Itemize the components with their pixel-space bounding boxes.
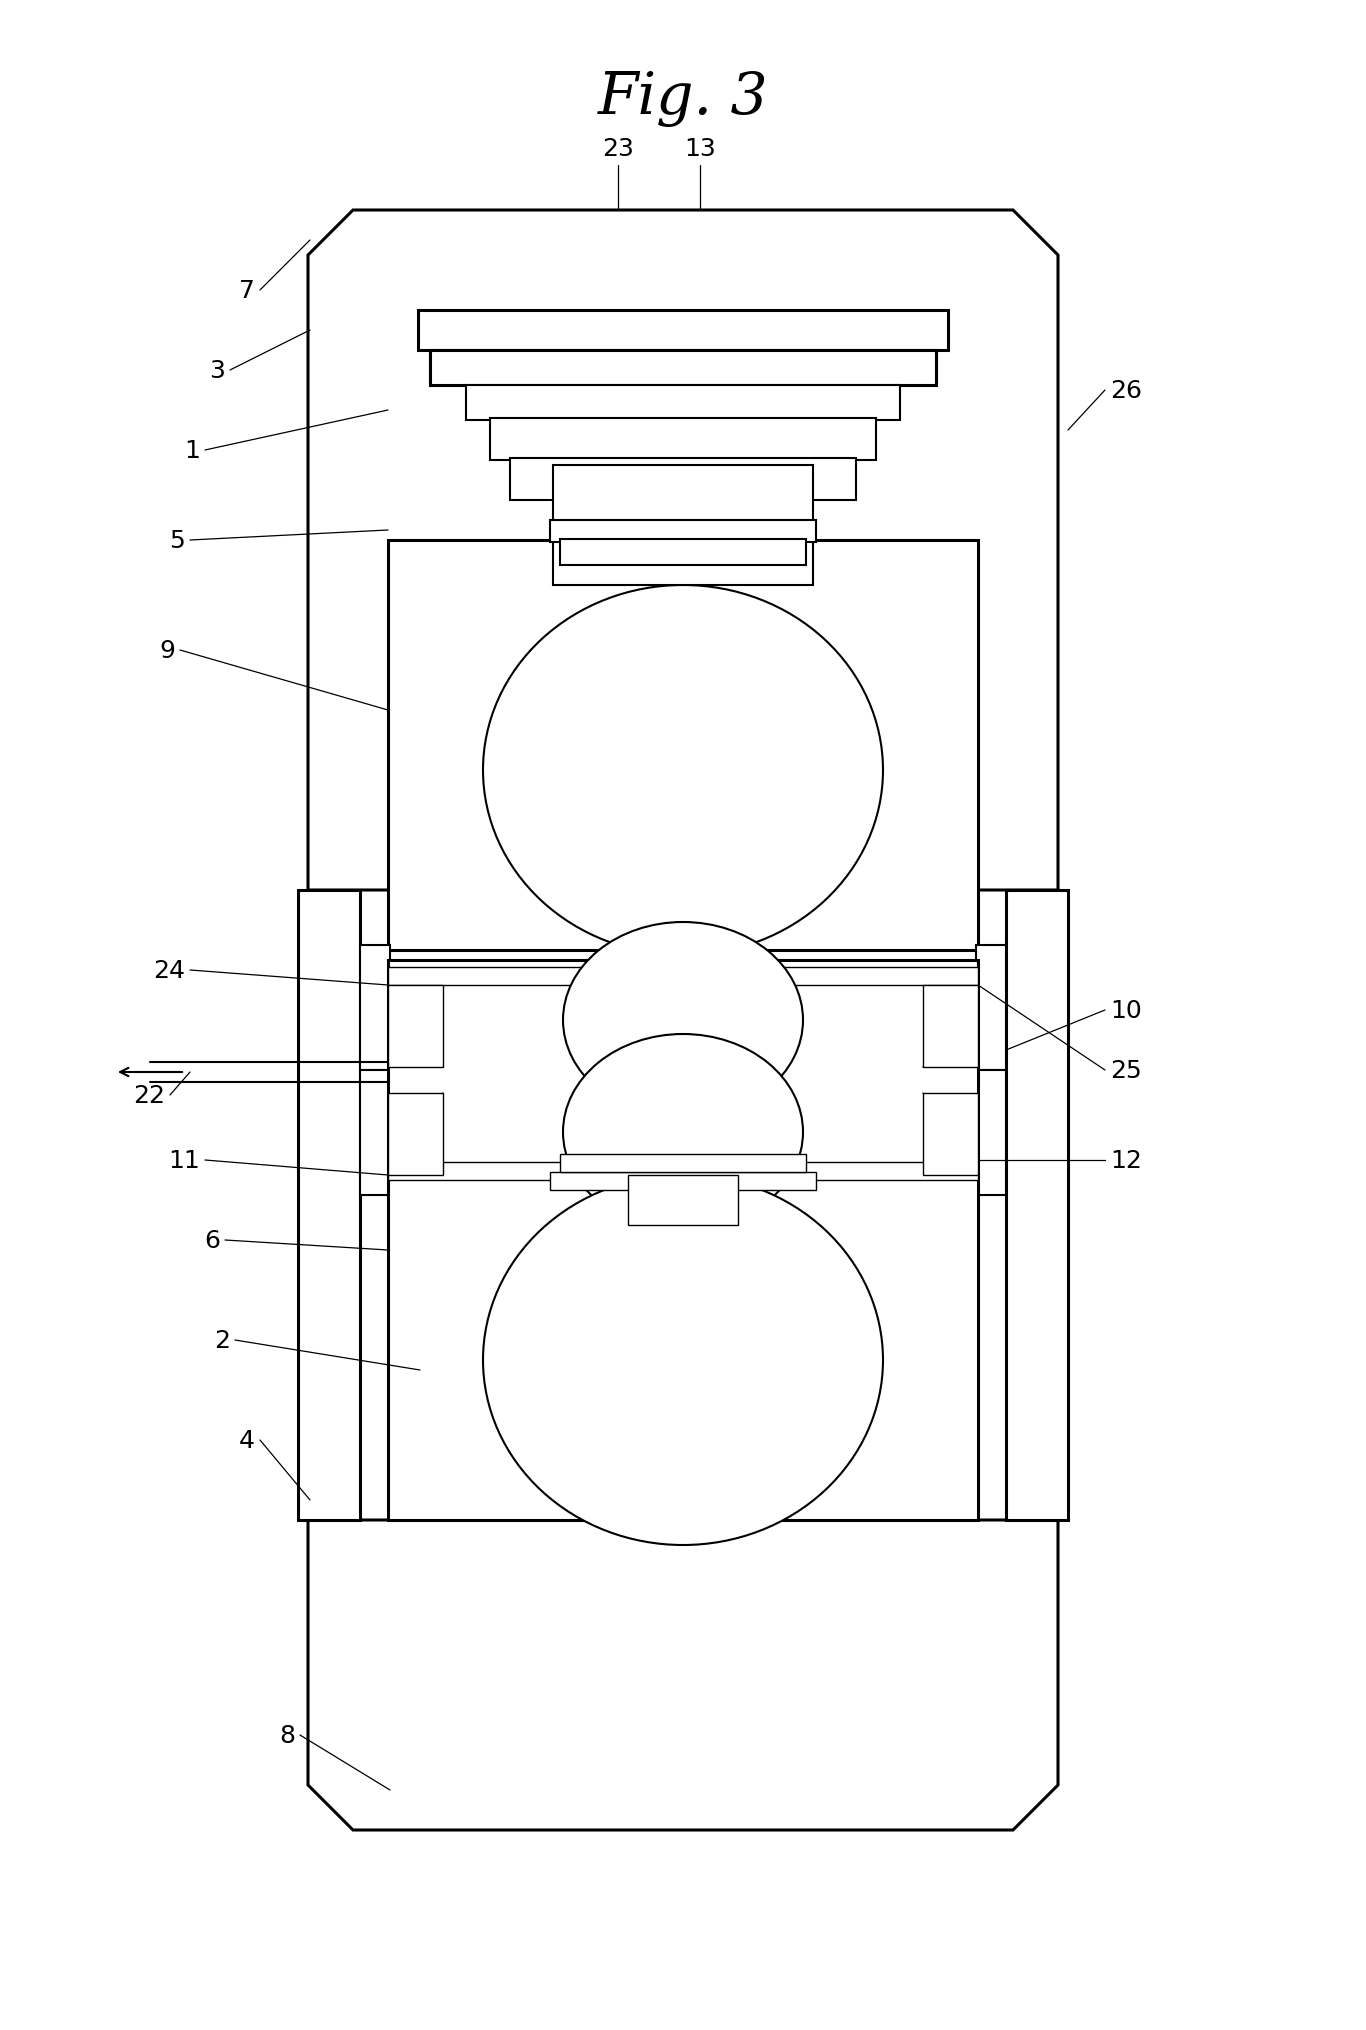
Text: 7: 7: [239, 278, 255, 302]
Text: 23: 23: [602, 136, 634, 160]
Text: 5: 5: [169, 528, 184, 552]
Bar: [553, 465, 813, 587]
Text: 9: 9: [158, 639, 175, 662]
Bar: [560, 540, 806, 566]
Bar: [975, 1070, 1005, 1196]
Bar: [361, 1070, 391, 1196]
Bar: [430, 351, 936, 386]
Bar: [923, 985, 978, 1068]
Polygon shape: [307, 1520, 1059, 1831]
Bar: [388, 960, 978, 1175]
Bar: [975, 946, 1005, 1070]
Bar: [361, 946, 391, 1070]
Bar: [510, 459, 856, 501]
Bar: [388, 1163, 978, 1179]
Text: 4: 4: [239, 1429, 255, 1451]
Text: 3: 3: [209, 359, 225, 384]
Ellipse shape: [563, 922, 803, 1119]
Bar: [628, 1175, 738, 1226]
Text: 12: 12: [1111, 1149, 1142, 1173]
Ellipse shape: [484, 1175, 882, 1545]
Text: 24: 24: [153, 958, 184, 983]
Ellipse shape: [563, 1035, 803, 1230]
Text: 6: 6: [204, 1228, 220, 1253]
Bar: [560, 1155, 806, 1173]
Bar: [550, 1173, 816, 1190]
Text: 25: 25: [1111, 1058, 1142, 1082]
Bar: [550, 522, 816, 542]
Bar: [388, 540, 978, 950]
Ellipse shape: [484, 587, 882, 956]
Bar: [430, 351, 936, 386]
Text: Fig. 3: Fig. 3: [598, 71, 768, 128]
Polygon shape: [307, 211, 1059, 891]
Text: 2: 2: [214, 1328, 229, 1352]
Bar: [1005, 891, 1068, 1520]
Text: 13: 13: [684, 136, 716, 160]
Bar: [298, 891, 361, 1520]
Text: 8: 8: [279, 1723, 295, 1748]
Text: 11: 11: [168, 1149, 199, 1173]
Bar: [466, 386, 900, 420]
Text: 10: 10: [1111, 999, 1142, 1023]
Bar: [388, 985, 443, 1068]
Bar: [388, 1094, 443, 1175]
Bar: [418, 311, 948, 351]
Text: 1: 1: [184, 438, 199, 463]
Text: 26: 26: [1111, 380, 1142, 402]
Bar: [490, 418, 876, 461]
Bar: [388, 1175, 978, 1520]
Bar: [388, 968, 978, 985]
Text: 22: 22: [133, 1084, 165, 1108]
Bar: [923, 1094, 978, 1175]
